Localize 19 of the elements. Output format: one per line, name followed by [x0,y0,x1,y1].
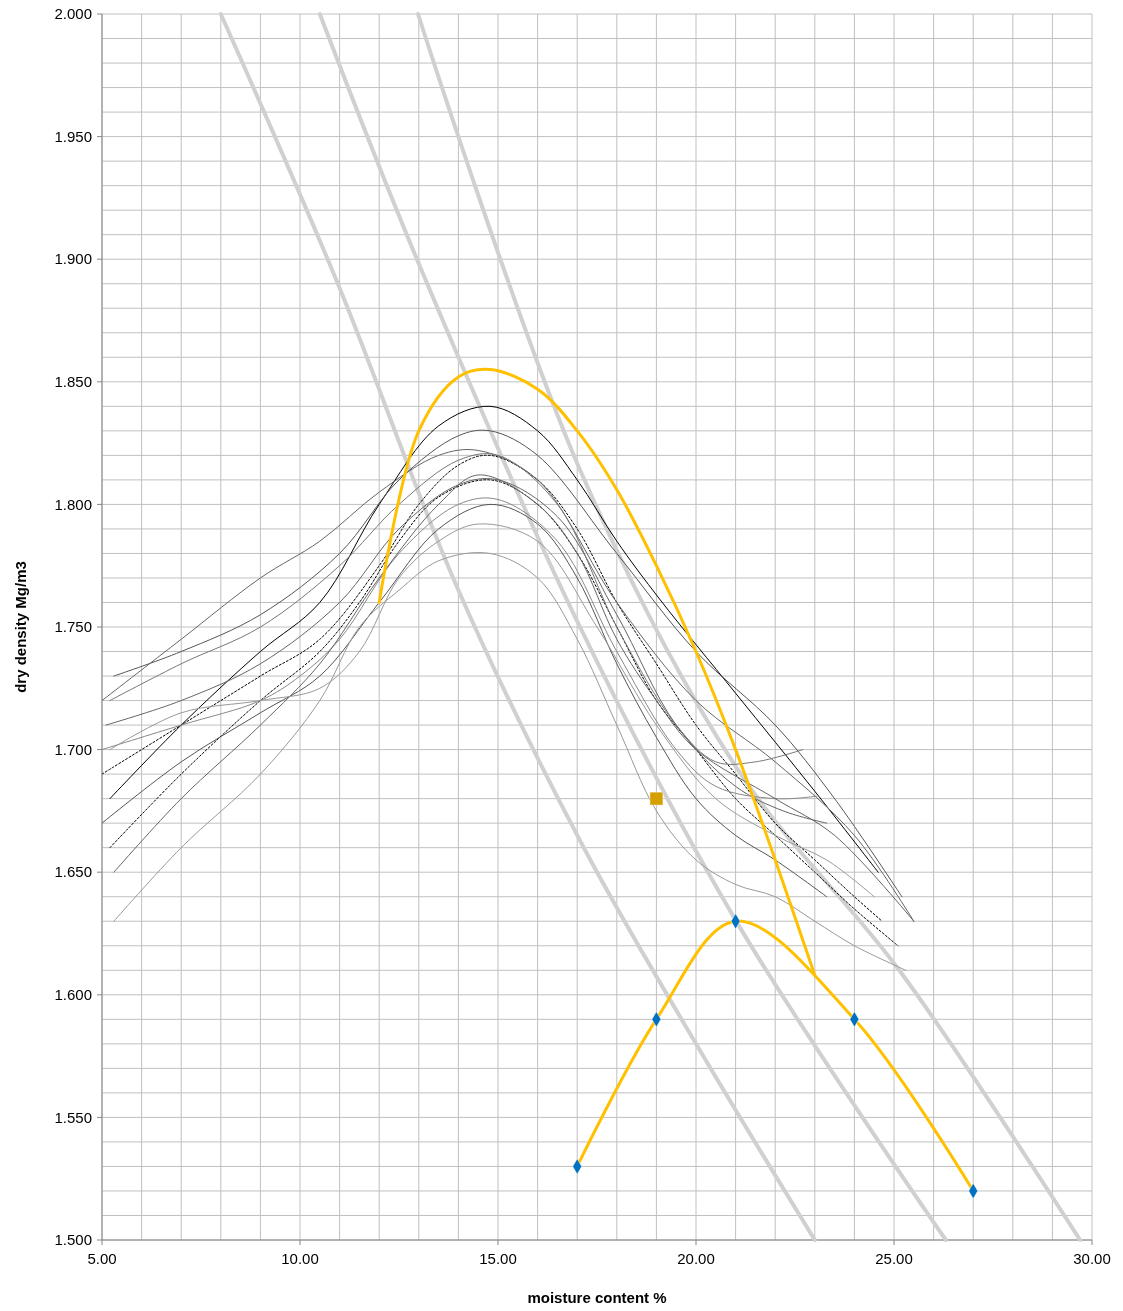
x-tick-label: 5.00 [87,1250,117,1267]
y-tick-label: 1.600 [54,986,92,1004]
y-tick-label: 1.650 [54,863,92,881]
x-tick-label: 20.00 [677,1250,715,1267]
x-tick-label: 10.00 [281,1250,319,1267]
y-axis-title: dry density Mg/m3 [12,561,29,693]
y-tick-label: 1.750 [54,618,92,636]
y-tick-label: 1.850 [54,373,92,391]
x-tick-label: 30.00 [1073,1250,1111,1267]
x-tick-label: 25.00 [875,1250,913,1267]
y-tick-label: 1.550 [54,1108,92,1126]
y-tick-label: 2.000 [54,5,92,23]
y-tick-label: 1.500 [54,1231,92,1249]
y-tick-label: 1.950 [54,127,92,145]
y-tick-label: 1.700 [54,740,92,758]
x-axis-title: moisture content % [527,1289,667,1306]
x-tick-label: 15.00 [479,1250,517,1267]
y-tick-label: 1.800 [54,495,92,513]
y-tick-label: 1.900 [54,250,92,268]
